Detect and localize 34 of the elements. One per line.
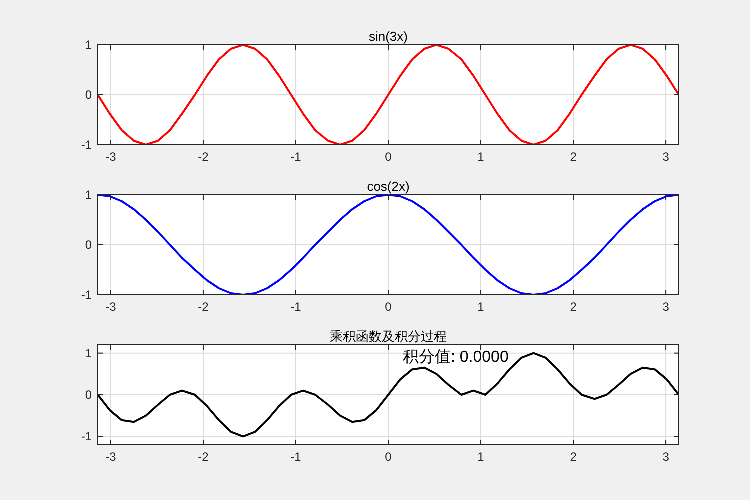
y-tick-label: 1	[85, 346, 92, 360]
x-tick-label: 1	[478, 150, 485, 164]
x-tick-label: 2	[570, 150, 578, 164]
x-tick-label: -3	[106, 150, 117, 164]
y-tick-label: 0	[85, 238, 92, 252]
chart-title: sin(3x)	[368, 29, 408, 44]
x-tick-label: 1	[478, 300, 485, 314]
chart-title: cos(2x)	[367, 179, 410, 194]
y-tick-label: 0	[85, 88, 92, 102]
x-tick-label: -2	[198, 450, 210, 464]
x-tick-label: 2	[570, 450, 578, 464]
x-tick-label: 2	[570, 300, 578, 314]
x-tick-label: -3	[106, 300, 117, 314]
x-tick-label: 1	[478, 450, 485, 464]
x-tick-label: -3	[106, 450, 117, 464]
y-tick-label: 1	[85, 38, 92, 52]
y-tick-label: -1	[81, 430, 92, 444]
x-tick-label: 0	[385, 150, 392, 164]
annotation: 积分值: 0.0000	[403, 349, 509, 366]
x-tick-label: -1	[290, 450, 302, 464]
x-tick-label: -2	[198, 300, 210, 314]
x-tick-label: 0	[385, 300, 392, 314]
y-tick-label: 1	[85, 188, 92, 202]
y-tick-label: -1	[81, 288, 92, 302]
x-tick-label: -2	[198, 150, 210, 164]
x-tick-label: -1	[290, 300, 302, 314]
x-tick-label: 3	[662, 450, 670, 464]
chart-title: 乘积函数及积分过程	[330, 329, 447, 344]
x-tick-label: 0	[385, 450, 392, 464]
y-tick-label: 0	[85, 388, 92, 402]
x-tick-label: -1	[290, 150, 302, 164]
x-tick-label: 3	[662, 150, 670, 164]
y-tick-label: -1	[81, 138, 92, 152]
x-tick-label: 3	[662, 300, 670, 314]
